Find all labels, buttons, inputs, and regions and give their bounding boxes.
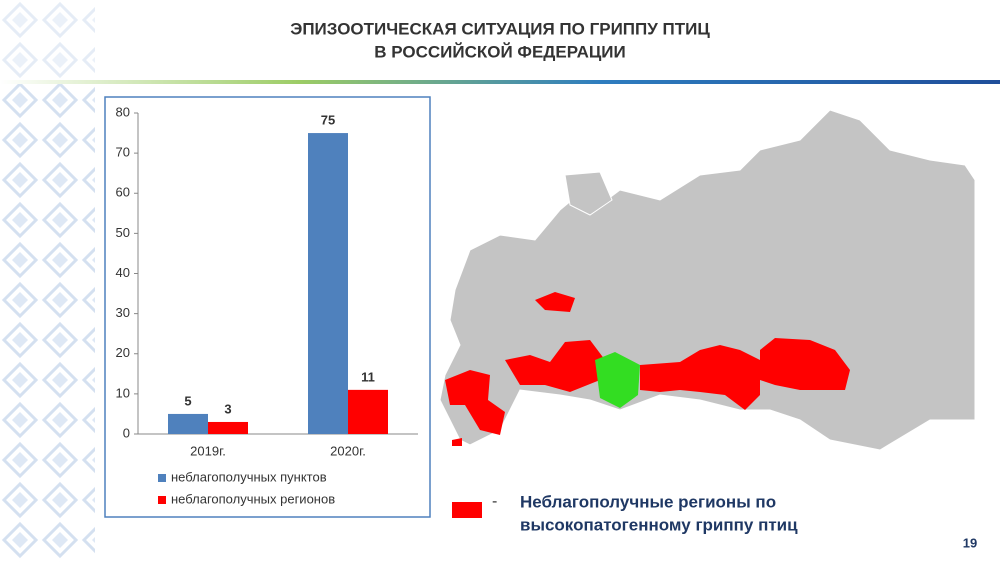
legend-label: неблагополучных пунктов — [171, 469, 327, 484]
bar — [348, 389, 388, 434]
map-legend-dash: - — [492, 493, 497, 510]
value-label: 5 — [184, 393, 191, 408]
bar — [168, 413, 208, 434]
y-tick-label: 40 — [116, 265, 130, 280]
x-tick-label: 2020г. — [330, 443, 366, 458]
region — [564, 171, 613, 216]
region-affected — [640, 345, 760, 410]
legend-label: неблагополучных регионов — [171, 491, 335, 506]
region-green — [595, 352, 640, 408]
header-bg — [95, 0, 1000, 80]
y-tick-label: 60 — [116, 185, 130, 200]
y-tick-label: 0 — [123, 425, 130, 440]
y-tick-label: 20 — [116, 345, 130, 360]
map — [439, 109, 976, 451]
header-line — [0, 80, 1000, 84]
chart: 0 10 20 30 40 50 60 70 80 2019г. 5 3 2020г. 75 11 небла… — [116, 104, 418, 506]
y-tick-label: 80 — [116, 104, 130, 119]
title: ЭПИЗООТИЧЕСКАЯ СИТУАЦИЯ ПО ГРИППУ ПТИЦ — [290, 19, 710, 38]
map-legend-swatch — [452, 502, 482, 518]
ornament — [0, 0, 95, 562]
chart-frame — [104, 96, 431, 518]
region-affected — [505, 340, 605, 392]
map-legend-text: высокопатогенному гриппу птиц — [520, 515, 798, 534]
legend-swatch — [158, 496, 166, 504]
ornament-fade — [0, 0, 95, 80]
value-label: 3 — [224, 401, 231, 416]
y-tick-label: 10 — [116, 385, 130, 400]
region-affected — [535, 292, 575, 312]
region-affected — [452, 438, 462, 446]
bar — [308, 133, 348, 434]
legend-swatch — [158, 474, 166, 482]
bar — [208, 421, 248, 434]
y-tick-label: 50 — [116, 225, 130, 240]
value-label: 75 — [321, 113, 335, 128]
map-legend-text: Неблагополучные регионы по — [520, 492, 776, 511]
region-affected — [760, 338, 850, 390]
y-tick-label: 30 — [116, 305, 130, 320]
title: В РОССИЙСКОЙ ФЕДЕРАЦИИ — [374, 42, 625, 61]
page-number: 19 — [963, 535, 977, 550]
y-tick-label: 70 — [116, 145, 130, 160]
value-label: 11 — [361, 369, 375, 384]
region-affected — [445, 370, 505, 435]
x-tick-label: 2019г. — [190, 443, 226, 458]
